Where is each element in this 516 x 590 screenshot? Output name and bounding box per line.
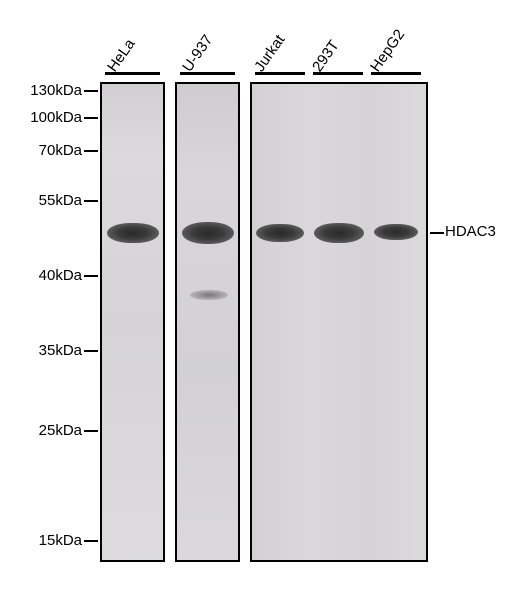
band-hela-hdac3 xyxy=(107,223,159,243)
mw-label-35: 35kDa xyxy=(0,342,82,359)
lane-label-u937: U-937 xyxy=(179,32,216,75)
mw-tick xyxy=(84,117,98,119)
mw-label-25: 25kDa xyxy=(0,422,82,439)
blot-panel-1 xyxy=(100,82,165,562)
lane-bar xyxy=(313,72,363,75)
band-jurkat-hdac3 xyxy=(256,224,304,242)
mw-tick xyxy=(84,540,98,542)
band-u937-hdac3 xyxy=(182,222,234,244)
mw-label-130: 130kDa xyxy=(0,82,82,99)
mw-tick xyxy=(84,350,98,352)
blot-panel-2 xyxy=(175,82,240,562)
mw-label-15: 15kDa xyxy=(0,532,82,549)
lane-bar xyxy=(255,72,305,75)
band-u937-nonspecific xyxy=(190,290,228,300)
lane-bar xyxy=(180,72,235,75)
lane-bar xyxy=(105,72,160,75)
lane-label-hepg2: HepG2 xyxy=(367,26,408,75)
mw-label-100: 100kDa xyxy=(0,109,82,126)
lane-label-hela: HeLa xyxy=(104,36,138,75)
lane-bar xyxy=(371,72,421,75)
target-label: HDAC3 xyxy=(445,223,496,240)
band-293t-hdac3 xyxy=(314,223,364,243)
lane-label-jurkat: Jurkat xyxy=(251,32,288,75)
lane-label-293t: 293T xyxy=(309,37,343,75)
mw-label-70: 70kDa xyxy=(0,142,82,159)
band-hepg2-hdac3 xyxy=(374,224,418,240)
blot-figure: { "figure": { "width_px": 516, "height_p… xyxy=(0,0,516,590)
blot-bg xyxy=(177,84,238,560)
mw-tick xyxy=(84,90,98,92)
blot-bg xyxy=(102,84,163,560)
mw-label-55: 55kDa xyxy=(0,192,82,209)
mw-tick xyxy=(84,150,98,152)
blot-panel-3 xyxy=(250,82,428,562)
blot-bg xyxy=(252,84,426,560)
mw-tick xyxy=(84,275,98,277)
mw-tick xyxy=(84,200,98,202)
mw-tick xyxy=(84,430,98,432)
target-tick xyxy=(430,232,444,234)
mw-label-40: 40kDa xyxy=(0,267,82,284)
